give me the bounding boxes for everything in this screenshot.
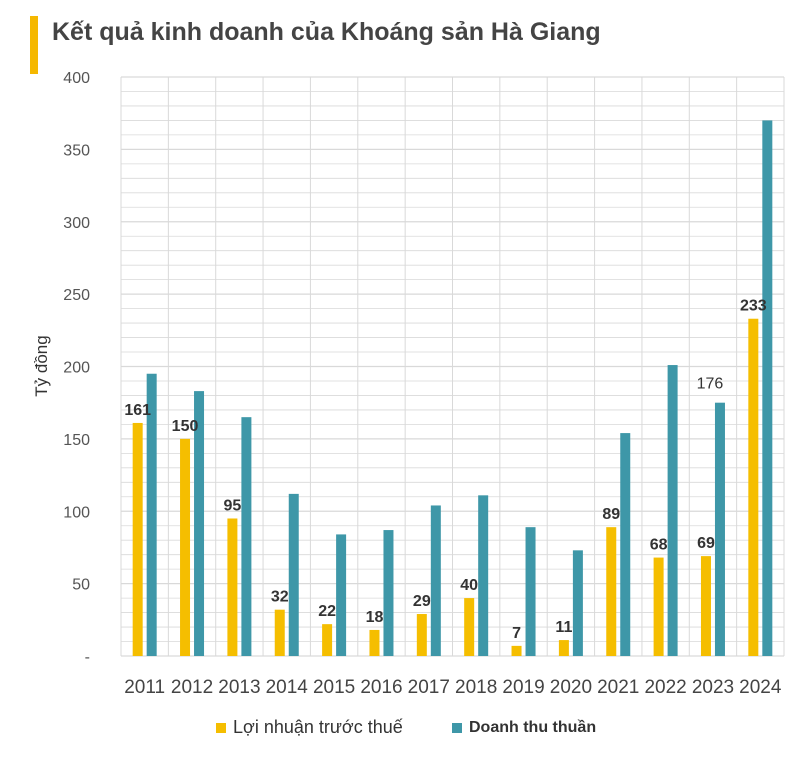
chart-title: Kết quả kinh doanh của Khoáng sản Hà Gia…	[52, 18, 601, 46]
bar-profit	[180, 438, 191, 656]
y-tick-label: 350	[63, 142, 90, 159]
bar-revenue	[383, 530, 394, 656]
bar-profit	[369, 629, 380, 656]
bar-profit	[606, 527, 617, 656]
bar-profit	[748, 318, 759, 656]
data-label-annotation: 176	[697, 376, 724, 393]
bar-revenue	[288, 493, 299, 656]
y-tick-label: 150	[63, 432, 90, 449]
x-tick-label: 2012	[171, 677, 213, 698]
bar-profit	[132, 422, 143, 656]
bar-profit	[464, 598, 475, 656]
y-tick-label: -	[85, 649, 90, 666]
bar-revenue	[478, 495, 489, 656]
data-label-profit: 7	[512, 625, 521, 642]
y-tick-label: 400	[63, 70, 90, 87]
title-accent-bar	[30, 16, 38, 74]
bar-revenue	[336, 534, 347, 656]
bar-profit	[274, 609, 285, 656]
data-label-profit: 29	[413, 593, 431, 610]
data-label-profit: 89	[602, 506, 620, 523]
bar-revenue	[762, 120, 773, 657]
x-tick-label: 2020	[550, 677, 592, 698]
bar-profit	[558, 640, 569, 656]
legend-item-revenue: Doanh thu thuần	[452, 719, 596, 737]
bar-revenue	[572, 550, 583, 656]
y-tick-label: 50	[72, 577, 90, 594]
chart-legend: Lợi nhuận trước thuế Doanh thu thuần	[0, 717, 807, 741]
data-label-profit: 40	[460, 577, 478, 594]
bar-profit	[511, 645, 522, 656]
bar-revenue	[241, 417, 252, 656]
bar-profit	[700, 556, 711, 656]
bar-revenue	[430, 505, 441, 656]
legend-label-profit: Lợi nhuận trước thuế	[233, 717, 403, 737]
x-tick-label: 2017	[408, 677, 450, 698]
x-tick-label: 2018	[455, 677, 497, 698]
y-tick-label: 300	[63, 215, 90, 232]
bar-revenue	[194, 391, 205, 656]
bar-revenue	[667, 365, 678, 656]
data-label-profit: 18	[366, 609, 384, 626]
data-label-profit: 95	[223, 497, 241, 514]
x-tick-label: 2023	[692, 677, 734, 698]
data-label-profit: 32	[271, 589, 289, 606]
x-tick-label: 2014	[266, 677, 309, 698]
bar-revenue	[525, 527, 536, 656]
bar-revenue	[146, 373, 157, 656]
y-tick-label: 100	[63, 504, 90, 521]
x-tick-label: 2015	[313, 677, 355, 698]
x-tick-label: 2022	[644, 677, 686, 698]
x-tick-label: 2019	[502, 677, 544, 698]
x-tick-label: 2024	[739, 677, 782, 698]
x-tick-label: 2011	[124, 677, 165, 698]
bar-profit	[653, 557, 664, 656]
x-tick-label: 2021	[597, 677, 639, 698]
bar-profit	[416, 614, 427, 656]
legend-swatch-revenue	[452, 723, 462, 733]
data-label-profit: 11	[555, 619, 572, 636]
legend-item-profit: Lợi nhuận trước thuế	[216, 717, 403, 738]
data-label-profit: 233	[740, 298, 767, 315]
data-label-profit: 68	[650, 537, 668, 554]
data-label-profit: 69	[697, 535, 715, 552]
bar-revenue	[620, 433, 631, 656]
x-tick-label: 2013	[218, 677, 260, 698]
y-tick-label: 200	[63, 360, 90, 377]
y-axis-label: Tỷ đồng	[32, 335, 51, 396]
bar-revenue	[714, 402, 725, 656]
bar-profit	[227, 518, 238, 656]
data-label-profit: 161	[124, 402, 151, 419]
bar-profit	[322, 624, 333, 656]
legend-label-revenue: Doanh thu thuần	[469, 719, 597, 736]
legend-swatch-profit	[216, 722, 226, 733]
x-tick-label: 2016	[360, 677, 402, 698]
chart-header: Kết quả kinh doanh của Khoáng sản Hà Gia…	[0, 0, 807, 74]
data-label-profit: 22	[318, 603, 336, 620]
y-tick-label: 250	[63, 287, 90, 304]
data-label-profit: 150	[172, 418, 199, 435]
